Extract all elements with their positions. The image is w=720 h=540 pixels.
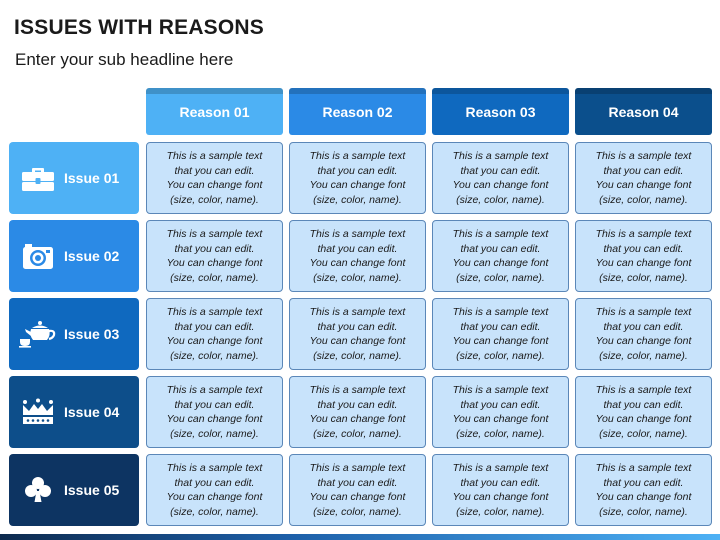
- issue-row-3: Issue 03: [9, 298, 139, 370]
- page-subtitle: Enter your sub headline here: [15, 50, 234, 69]
- grid-cell[interactable]: This is a sample text that you can edit.…: [432, 376, 569, 448]
- grid-cell[interactable]: This is a sample text that you can edit.…: [146, 298, 283, 370]
- issue-label: Issue 03: [64, 326, 120, 342]
- reason-label: Reason 04: [608, 103, 679, 120]
- grid-cell[interactable]: This is a sample text that you can edit.…: [289, 376, 426, 448]
- club-icon: [9, 454, 61, 526]
- grid-cell[interactable]: This is a sample text that you can edit.…: [432, 454, 569, 526]
- grid-cell[interactable]: This is a sample text that you can edit.…: [432, 298, 569, 370]
- briefcase-icon: [9, 142, 61, 214]
- reason-label: Reason 03: [465, 103, 536, 120]
- grid-cell[interactable]: This is a sample text that you can edit.…: [575, 454, 712, 526]
- reason-label: Reason 02: [322, 103, 393, 120]
- grid-cell[interactable]: This is a sample text that you can edit.…: [289, 142, 426, 214]
- grid-cell[interactable]: This is a sample text that you can edit.…: [432, 142, 569, 214]
- issue-row-4: Issue 04: [9, 376, 139, 448]
- grid-cell[interactable]: This is a sample text that you can edit.…: [432, 220, 569, 292]
- camera-icon: [9, 220, 61, 292]
- issue-row-2: Issue 02: [9, 220, 139, 292]
- grid-cell[interactable]: This is a sample text that you can edit.…: [575, 298, 712, 370]
- grid-cell[interactable]: This is a sample text that you can edit.…: [146, 454, 283, 526]
- grid-cell[interactable]: This is a sample text that you can edit.…: [575, 142, 712, 214]
- issue-label: Issue 04: [64, 404, 120, 420]
- grid-cell[interactable]: This is a sample text that you can edit.…: [575, 376, 712, 448]
- grid-cell[interactable]: This is a sample text that you can edit.…: [146, 376, 283, 448]
- grid-cell[interactable]: This is a sample text that you can edit.…: [289, 298, 426, 370]
- issue-label: Issue 02: [64, 248, 120, 264]
- crown-icon: [9, 376, 61, 448]
- grid-cell[interactable]: This is a sample text that you can edit.…: [146, 220, 283, 292]
- reason-label: Reason 01: [179, 103, 250, 120]
- teapot-icon: [9, 298, 61, 370]
- grid-cell[interactable]: This is a sample text that you can edit.…: [289, 220, 426, 292]
- grid-cell[interactable]: This is a sample text that you can edit.…: [575, 220, 712, 292]
- issue-label: Issue 05: [64, 482, 120, 498]
- reason-header-4: Reason 04: [575, 88, 712, 135]
- reason-header-3: Reason 03: [432, 88, 569, 135]
- reason-header-2: Reason 02: [289, 88, 426, 135]
- footer-bar: [0, 534, 720, 540]
- issue-label: Issue 01: [64, 170, 120, 186]
- page-title: ISSUES WITH REASONS: [14, 16, 264, 39]
- issue-row-5: Issue 05: [9, 454, 139, 526]
- grid-cell[interactable]: This is a sample text that you can edit.…: [289, 454, 426, 526]
- grid-cell[interactable]: This is a sample text that you can edit.…: [146, 142, 283, 214]
- reason-header-1: Reason 01: [146, 88, 283, 135]
- issue-row-1: Issue 01: [9, 142, 139, 214]
